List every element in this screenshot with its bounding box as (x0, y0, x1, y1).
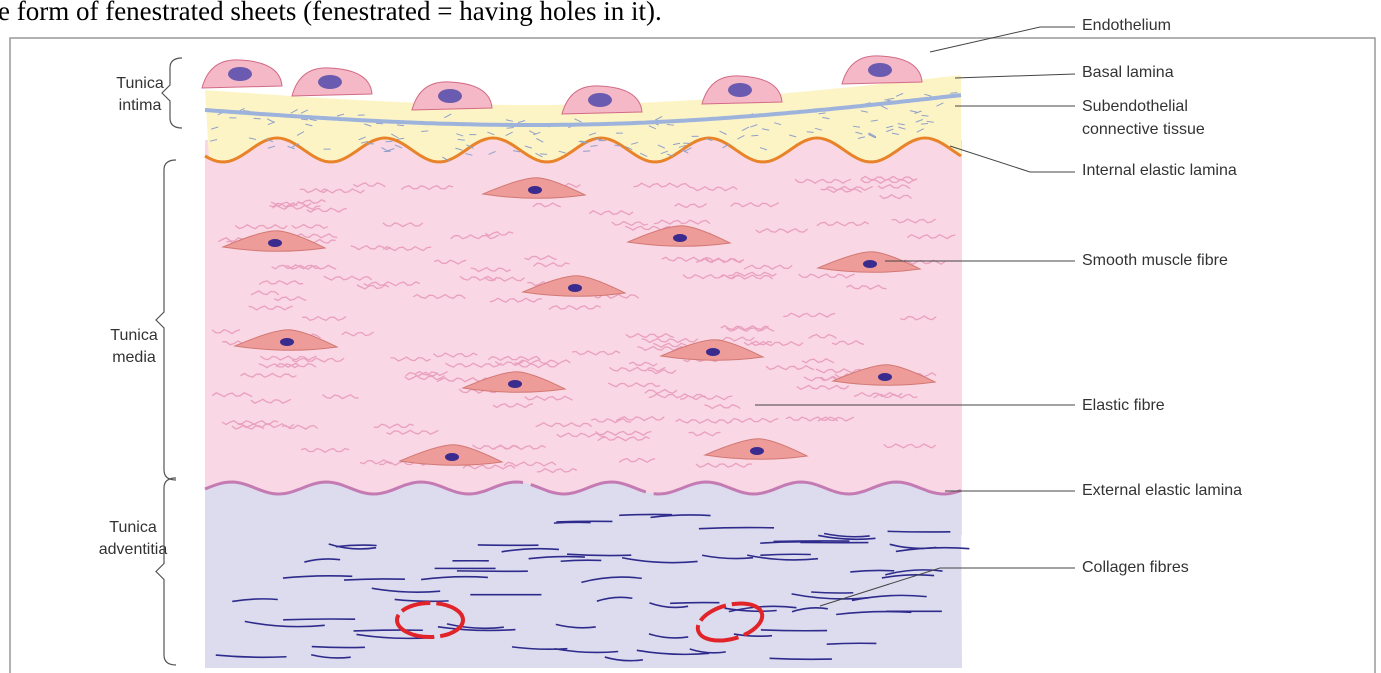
nucleus (280, 338, 294, 346)
nucleus (228, 67, 252, 81)
annotation-label: Endothelium (1082, 17, 1171, 34)
nucleus (508, 380, 522, 388)
layer-label: media (112, 349, 156, 366)
layer-label: Tunica (116, 75, 164, 92)
collagen-fibre (670, 603, 719, 604)
brace (156, 478, 176, 665)
collagen-fibre (761, 630, 827, 631)
adventitia-layer (205, 482, 962, 668)
nucleus (268, 239, 282, 247)
connective-fibre (950, 93, 957, 94)
nucleus (568, 284, 582, 292)
annotation-label: Collagen fibres (1082, 559, 1189, 576)
collagen-fibre (283, 619, 355, 620)
nucleus (728, 83, 752, 97)
nucleus (750, 447, 764, 455)
nucleus (868, 63, 892, 77)
nucleus (863, 260, 877, 268)
collagen-fibre (354, 630, 423, 631)
nucleus (528, 186, 542, 194)
collagen-fibre (827, 643, 877, 644)
connective-fibre (386, 141, 393, 142)
connective-fibre (667, 125, 674, 126)
annotation-label: Internal elastic lamina (1082, 162, 1237, 179)
connective-fibre (583, 151, 590, 152)
caption: e form of fenestrated sheets (fenestrate… (0, 0, 662, 26)
layer-label: Tunica (109, 519, 157, 536)
nucleus (706, 348, 720, 356)
annotation-label: Smooth muscle fibre (1082, 252, 1228, 269)
annotation-label: External elastic lamina (1082, 482, 1242, 499)
layer-label: Tunica (110, 327, 158, 344)
layer-label: adventitia (99, 541, 168, 558)
page: e form of fenestrated sheets (fenestrate… (0, 0, 1381, 673)
nucleus (588, 93, 612, 107)
annotation-label: Subendothelial (1082, 98, 1188, 115)
nucleus (318, 75, 342, 89)
brace (156, 160, 176, 480)
collagen-fibre (888, 531, 951, 532)
annotation-label: connective tissue (1082, 121, 1205, 138)
connective-fibre (540, 154, 547, 155)
collagen-fibre (811, 592, 853, 593)
leader-line (955, 74, 1075, 78)
leader-line (930, 27, 1075, 52)
layer-label: intima (119, 97, 162, 114)
tunica-media-layer (205, 140, 962, 535)
nucleus (438, 89, 462, 103)
vessel-wall-diagram (202, 56, 969, 668)
nucleus (878, 373, 892, 381)
connective-fibre (922, 115, 929, 116)
brace (162, 58, 182, 128)
nucleus (445, 453, 459, 461)
connective-fibre (376, 123, 383, 124)
connective-fibre (921, 123, 928, 124)
connective-fibre (807, 132, 814, 133)
connective-fibre (751, 135, 758, 136)
annotation-label: Elastic fibre (1082, 397, 1165, 414)
collagen-fibre (770, 658, 832, 659)
leader-line (950, 146, 1075, 172)
collagen-fibre (619, 514, 672, 515)
collagen-fibre (554, 522, 591, 523)
connective-fibre (421, 131, 428, 132)
nucleus (673, 234, 687, 242)
annotation-label: Basal lamina (1082, 64, 1174, 81)
collagen-fibre (312, 647, 365, 648)
